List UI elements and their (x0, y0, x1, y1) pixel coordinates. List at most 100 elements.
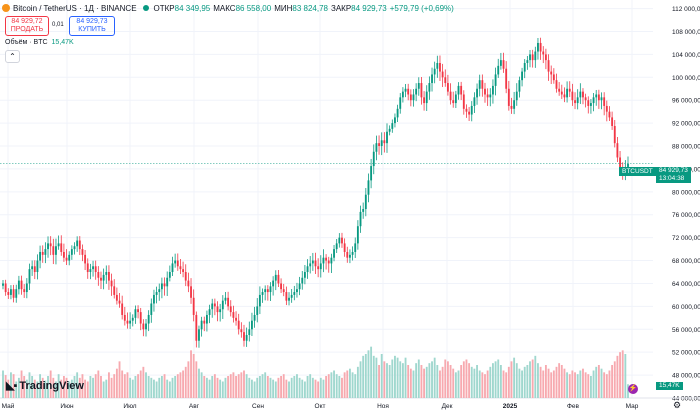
candle-body (216, 306, 219, 313)
candle-body (248, 329, 251, 336)
volume-bar (274, 381, 277, 398)
volume-bar (62, 376, 65, 398)
y-tick-label: 64 000,00 (672, 281, 700, 288)
buy-button[interactable]: 84 929,73 КУПИТЬ (69, 16, 115, 36)
volume-bar (608, 370, 611, 398)
candle-body (407, 88, 410, 95)
candle-body (258, 294, 261, 307)
candle-body (211, 303, 214, 310)
volume-bar (492, 363, 494, 398)
candle-body (184, 272, 187, 281)
candle-body (264, 289, 267, 293)
candle-body (129, 320, 132, 324)
volume-legend[interactable]: Объём · BTC 15,47K (5, 39, 74, 46)
volume-bar (510, 361, 513, 398)
gear-icon[interactable]: ⚙ (673, 400, 682, 410)
volume-bar (568, 374, 571, 398)
low-label: МИН (274, 3, 293, 13)
y-tick-label: 92 000,00 (672, 121, 700, 128)
volume-bar (134, 376, 137, 398)
volume-bar (137, 374, 139, 398)
volume-bar (41, 377, 44, 398)
volume-bar (462, 361, 465, 398)
candle-body (627, 163, 629, 167)
volume-bar (359, 361, 362, 398)
volume-bar (563, 368, 566, 398)
candle-body (465, 108, 468, 112)
candle-body (616, 143, 619, 158)
volume-bar (349, 368, 351, 398)
tradingview-logo[interactable]: ◣▪ TradingView (6, 379, 84, 393)
symbol-legend: Bitcoin / TetherUS · 1Д · BINANCE ОТКР 8… (2, 2, 457, 14)
volume-bar (499, 365, 502, 398)
candle-body (65, 257, 68, 261)
volume-bar (243, 370, 245, 398)
volume-bar (325, 376, 328, 398)
y-tick-label: 76 000,00 (672, 212, 700, 219)
candle-body (171, 263, 174, 273)
volume-bar (94, 374, 97, 398)
volume-bar (60, 379, 63, 398)
candle-body (78, 240, 81, 250)
candle-body (126, 320, 129, 324)
volume-bar (224, 377, 227, 398)
volume-bar (285, 379, 288, 398)
candle-body (571, 91, 574, 101)
lightning-icon[interactable]: ⚡ (628, 384, 638, 394)
candle-body (431, 74, 433, 84)
candle-body (515, 91, 518, 101)
volume-bar (25, 379, 28, 398)
volume-bar (319, 377, 322, 398)
volume-bar (383, 361, 386, 398)
candle-body (349, 254, 351, 258)
volume-bar (317, 381, 320, 398)
volume-bar (433, 357, 436, 398)
volume-bar (417, 359, 420, 398)
collapse-legend-button[interactable]: ⌃ (5, 50, 20, 63)
volume-bar (84, 379, 87, 398)
candle-body (20, 280, 23, 290)
candle-body (404, 88, 407, 92)
volume-bar (354, 374, 357, 398)
candle-body (370, 166, 373, 181)
volume-bar (534, 355, 537, 398)
candle-body (303, 272, 306, 278)
volume-bar (208, 379, 211, 398)
volume-bar (115, 368, 118, 398)
candle-body (544, 54, 547, 61)
volume-bar (550, 372, 553, 398)
candle-body (391, 123, 394, 129)
volume-bar (293, 376, 296, 398)
candle-body (394, 117, 396, 124)
volume-bar (624, 354, 627, 398)
sell-button[interactable]: 84 929,72 ПРОДАТЬ (5, 16, 49, 36)
candle-body (412, 94, 415, 101)
volume-bar (484, 374, 486, 398)
candle-body (383, 140, 386, 144)
candle-body (208, 309, 211, 315)
y-tick-label: 112 000,00 (672, 6, 700, 13)
candle-body (460, 85, 463, 95)
volume-bar (4, 375, 7, 398)
volume-bar (126, 372, 129, 398)
x-tick-label: Июн (60, 403, 74, 410)
candle-body (7, 292, 10, 295)
candle-body (23, 289, 26, 293)
candle-body (468, 111, 471, 115)
candle-body (417, 83, 420, 89)
candle-body (534, 51, 537, 61)
volume-bar (396, 357, 399, 398)
candle-body (409, 94, 412, 101)
candle-body (576, 97, 579, 104)
symbol-title[interactable]: Bitcoin / TetherUS · 1Д · BINANCE (13, 3, 137, 13)
candle-body (476, 88, 478, 98)
volume-bar (375, 357, 378, 398)
market-status-icon (142, 5, 149, 11)
candle-body (420, 83, 423, 98)
candle-body (444, 77, 447, 84)
volume-bar (73, 376, 76, 398)
volume-bar (444, 359, 447, 398)
volume-bar (603, 372, 606, 398)
candle-body (597, 94, 600, 101)
